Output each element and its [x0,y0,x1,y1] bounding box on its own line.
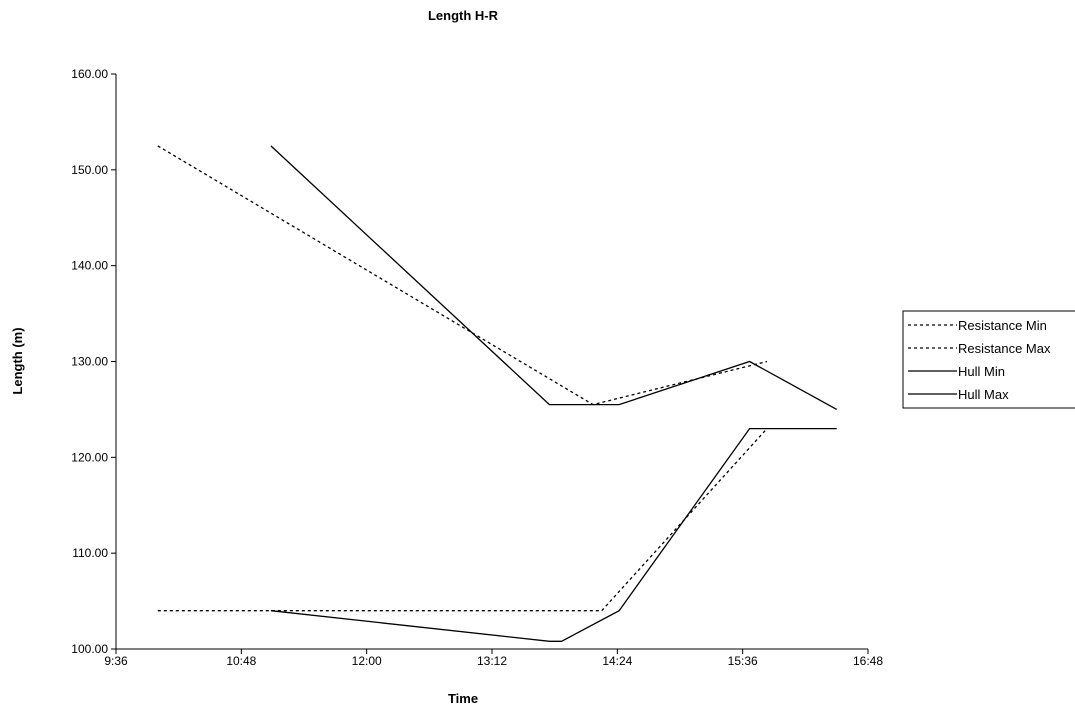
chart-title: Length H-R [428,8,499,23]
y-tick-label: 140.00 [71,259,108,273]
series-line-resistance-min [157,428,768,612]
legend-items: Resistance Min Resistance Max Hull Min Hull… [908,318,1051,402]
x-axis-title: Time [448,691,478,706]
legend-label-resistance-max: Resistance Max [958,341,1051,356]
y-tick-label: 120.00 [71,450,108,464]
x-tick-label: 14:24 [602,654,632,668]
x-tick-label: 9:36 [104,654,128,668]
legend-box [902,310,1075,409]
x-tick-label: 13:12 [477,654,507,668]
y-tick-label: 160.00 [71,67,108,81]
legend-label-hull-max: Hull Max [958,387,1009,402]
legend-label-hull-min: Hull Min [958,364,1005,379]
legend: Resistance Min Resistance Max Hull Min Hull… [902,310,1075,409]
y-axis-ticks: 100.00 110.00 120.00 130.00 140.00 150.00 160.… [71,67,116,656]
series-line-hull-min [270,145,838,410]
y-tick-label: 110.00 [72,546,108,560]
y-tick-label: 150.00 [71,163,108,177]
series-line-resistance-max [157,145,768,406]
y-axis-title: Length (m) [10,327,25,394]
x-tick-label: 10:48 [226,654,256,668]
x-tick-label: 12:00 [352,654,382,668]
x-axis-ticks: 9:36 10:48 12:00 13:12 14:24 15:36 16:48 [104,649,883,668]
y-tick-label: 100.00 [71,642,108,656]
series-layer [157,145,838,642]
legend-label-resistance-min: Resistance Min [958,318,1047,333]
x-tick-label: 16:48 [853,654,883,668]
series-line-hull-max [270,427,837,642]
y-tick-label: 130.00 [71,355,108,369]
x-tick-label: 15:36 [728,654,758,668]
